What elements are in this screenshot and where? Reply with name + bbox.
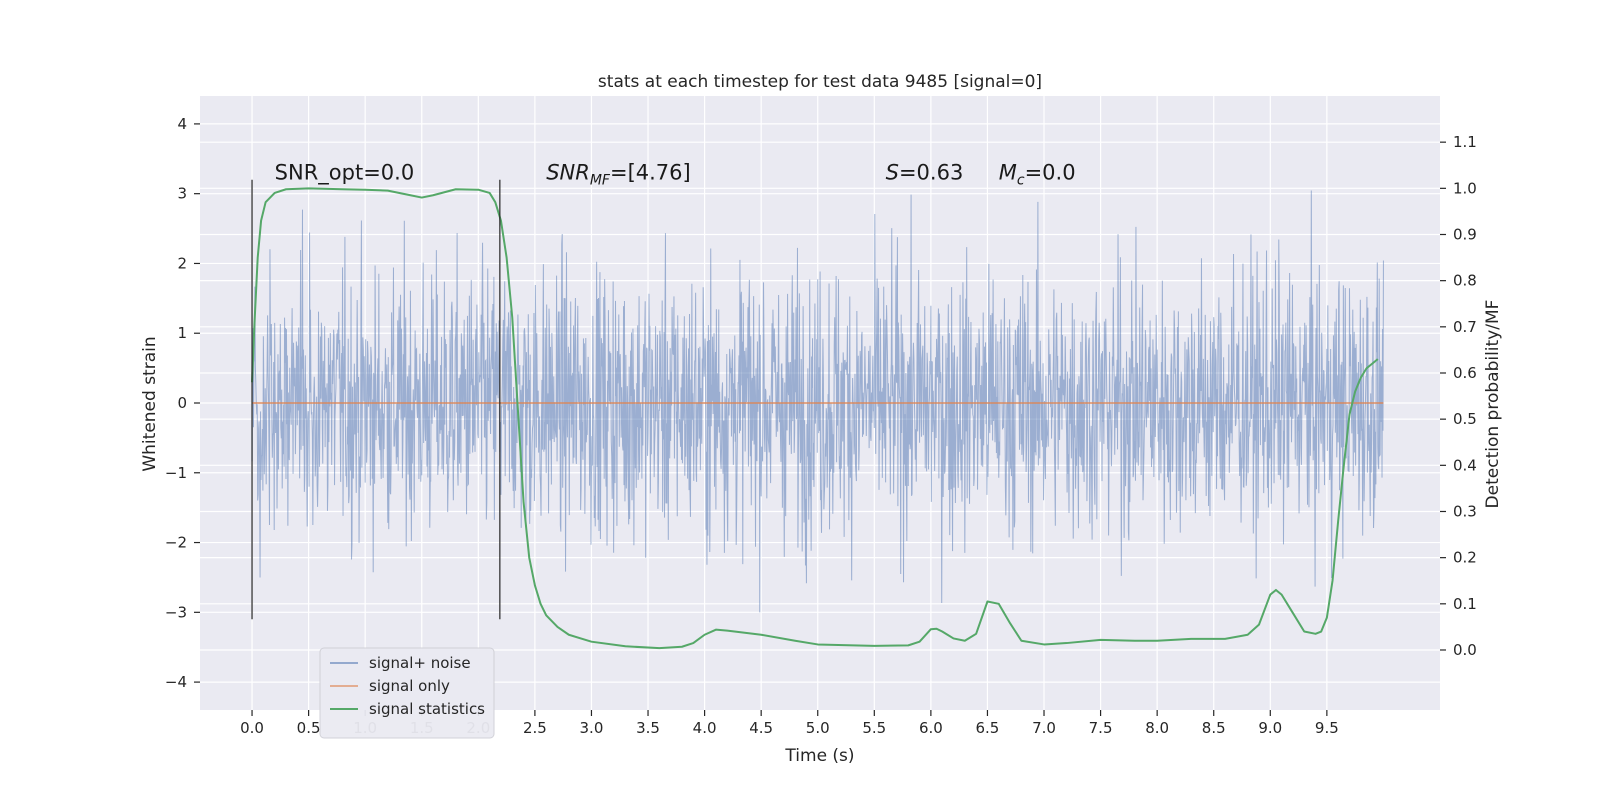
y2-tick-label-10: 1.0	[1453, 179, 1477, 197]
x-tick-label-15: 7.5	[1089, 719, 1113, 737]
annotation-2: S=0.63	[886, 161, 964, 185]
x-tick-label-5: 2.5	[523, 719, 547, 737]
y2-tick-label-0: 0.0	[1453, 641, 1477, 659]
x-axis-label: Time (s)	[784, 746, 854, 766]
y-tick-label-7: 3	[177, 185, 187, 203]
annotations: SNR_opt=0.0 SNRMF=[4.76] S=0.63 Mc=0.0	[275, 161, 1076, 189]
x-tick-label-9: 4.5	[749, 719, 773, 737]
chart-title: stats at each timestep for test data 948…	[598, 72, 1042, 92]
x-tick-label-19: 9.5	[1315, 719, 1339, 737]
signal-statistics-line	[251, 187, 1379, 650]
x-tick-label-6: 3.0	[580, 719, 604, 737]
x-tick-label-14: 7.0	[1032, 719, 1056, 737]
y-axis-label: Whitened strain	[140, 336, 160, 471]
noise-series	[251, 190, 1384, 613]
x-tick-label-11: 5.5	[862, 719, 886, 737]
y-tick-label-2: −2	[165, 534, 187, 552]
y2-tick-label-3: 0.3	[1453, 502, 1477, 520]
y2-tick-label-7: 0.7	[1453, 318, 1477, 336]
x-tick-label-17: 8.5	[1202, 719, 1226, 737]
y-tick-label-8: 4	[177, 115, 187, 133]
legend-label-signal-noise: signal+ noise	[369, 654, 471, 672]
annotation-1: SNRMF=[4.76]	[546, 161, 691, 189]
line-series	[251, 187, 1384, 650]
y-tick-label-5: 1	[177, 324, 187, 342]
y2-axis-ticks: 0.0 0.1 0.2 0.3 0.4 0.5 0.6 0.7 0.8 0.9 1.0 1.1	[1440, 133, 1477, 659]
y2-tick-label-8: 0.8	[1453, 272, 1477, 290]
legend-label-signal-only: signal only	[369, 677, 450, 695]
y2-tick-label-2: 0.2	[1453, 549, 1477, 567]
x-tick-label-12: 6.0	[919, 719, 943, 737]
y-tick-label-6: 2	[177, 254, 187, 272]
y2-tick-label-5: 0.5	[1453, 410, 1477, 428]
annotation-3: Mc=0.0	[999, 161, 1076, 189]
x-tick-label-1: 0.5	[297, 719, 321, 737]
x-tick-label-13: 6.5	[976, 719, 1000, 737]
legend-box	[319, 647, 495, 739]
x-tick-label-7: 3.5	[636, 719, 660, 737]
x-tick-label-10: 5.0	[806, 719, 830, 737]
y-axis-ticks: −4 −3 −2 −1 0 1 2 3 4	[165, 115, 200, 691]
y2-tick-label-1: 0.1	[1453, 595, 1477, 613]
y-tick-label-3: −1	[165, 464, 187, 482]
annotation-0: SNR_opt=0.0	[275, 161, 415, 186]
x-tick-label-18: 9.0	[1258, 719, 1282, 737]
y2-tick-label-4: 0.4	[1453, 456, 1477, 474]
y2-tick-label-6: 0.6	[1453, 364, 1477, 382]
y2-axis-label: Detection probability/MF	[1483, 300, 1503, 509]
y2-tick-label-9: 0.9	[1453, 225, 1477, 243]
x-tick-label-0: 0.0	[240, 719, 264, 737]
y-tick-label-1: −3	[165, 603, 187, 621]
x-tick-label-8: 4.0	[693, 719, 717, 737]
y-tick-label-4: 0	[177, 394, 187, 412]
noise-trace	[251, 190, 1384, 613]
y2-tick-label-11: 1.1	[1453, 133, 1477, 151]
vertical-markers	[251, 179, 501, 620]
legend-label-signal-statistics: signal statistics	[369, 700, 485, 718]
legend: signal+ noise signal only signal statist…	[319, 647, 495, 739]
x-tick-label-16: 8.0	[1145, 719, 1169, 737]
y-tick-label-0: −4	[165, 673, 187, 691]
